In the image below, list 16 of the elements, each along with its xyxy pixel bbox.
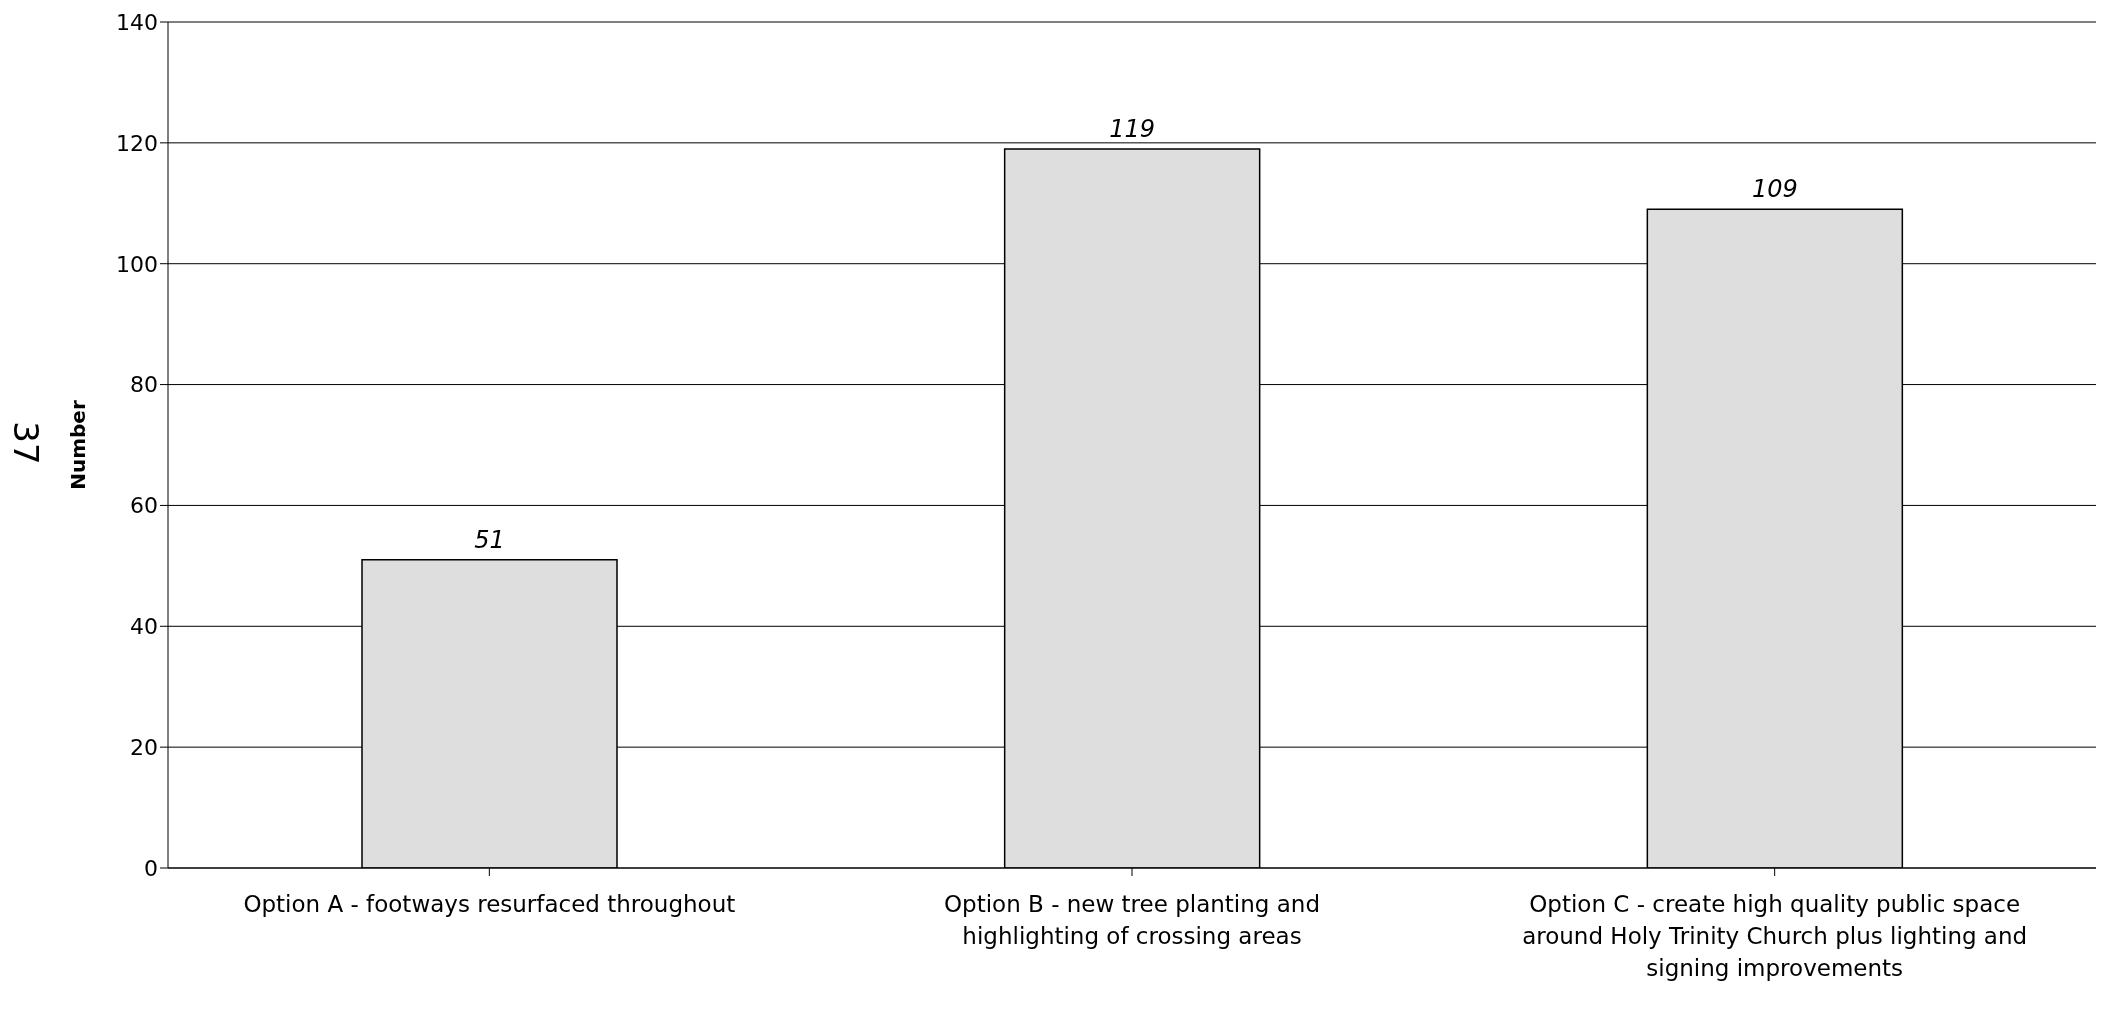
x-tick-label: Option C - create high quality public space around Holy Trinity Church plus lighting and signing improvements [1522,891,2028,981]
y-tick-label: 0 [144,855,158,881]
y-tick-label: 140 [116,9,158,35]
y-tick-label: 60 [130,493,158,519]
y-axis-title: Number [66,400,91,490]
y-tick-label: 120 [116,130,158,156]
x-tick-label: Option B - new tree planting and highlighting of crossing areas [943,891,1321,949]
y-tick-label: 20 [130,734,158,760]
y-tick-label: 100 [116,251,158,277]
data-label: 109 [1751,175,1798,204]
x-tick-label: Option A - footways resurfaced throughout [243,891,736,917]
data-label: 119 [1109,114,1156,143]
y-tick-label: 80 [130,372,158,398]
y-tick-label: 40 [130,614,158,640]
text: 37 [5,421,46,465]
data-label: 51 [474,525,505,554]
